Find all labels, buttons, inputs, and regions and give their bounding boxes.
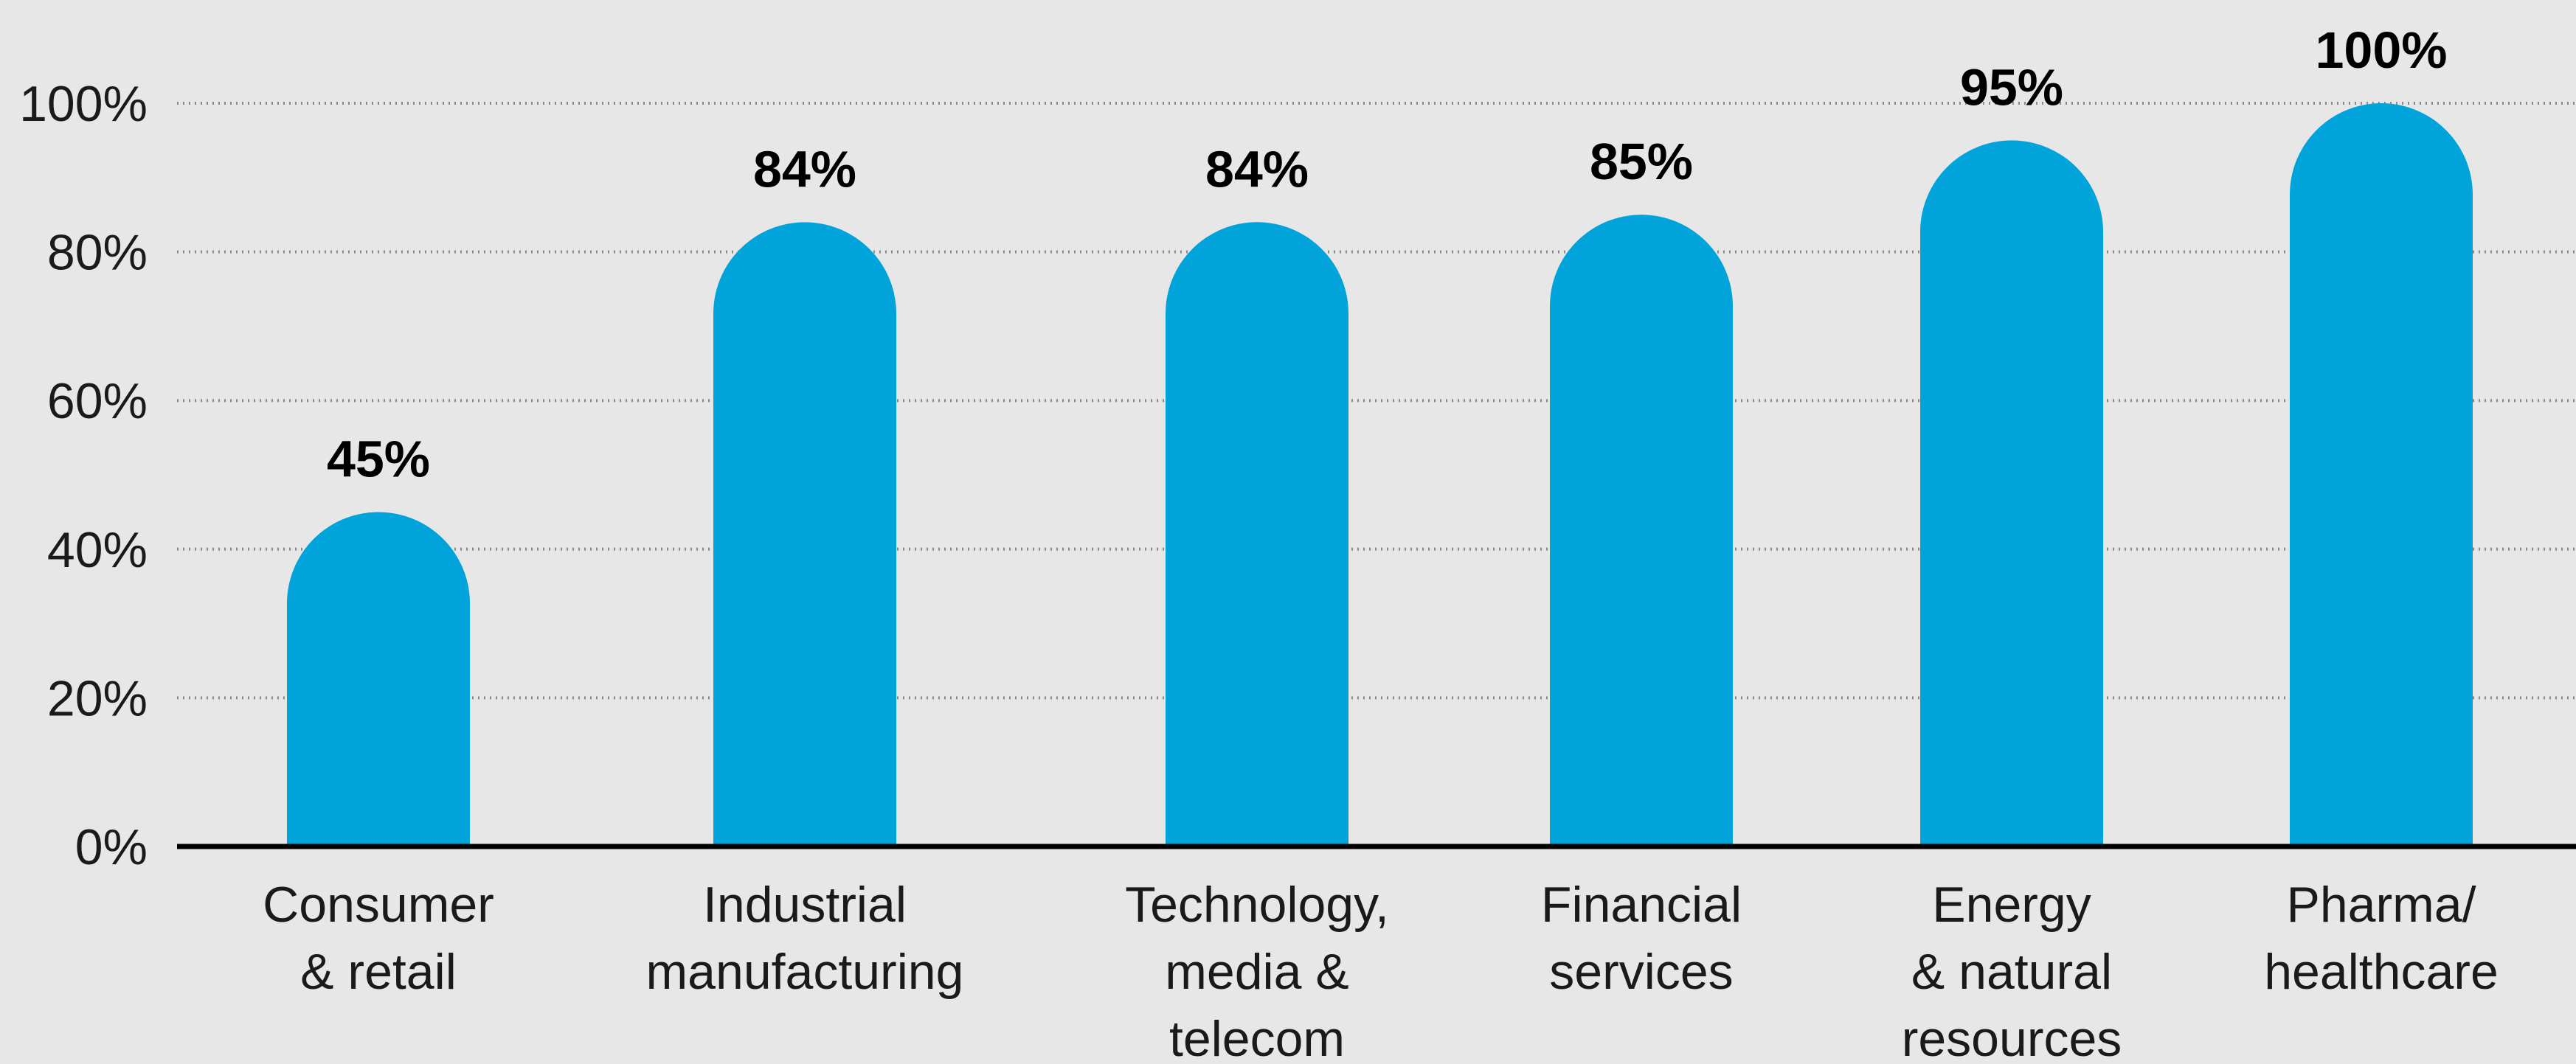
- x-tick-label-line: Pharma/: [2287, 877, 2476, 933]
- data-labels: 45% 84% 84% 85% 95% 100%: [327, 21, 2448, 487]
- x-tick-label: Pharma/healthcare: [2264, 877, 2499, 1000]
- bar: [1166, 222, 1348, 846]
- bar: [713, 222, 896, 846]
- y-tick-label: 20%: [47, 670, 148, 726]
- bar: [1550, 215, 1733, 847]
- x-tick-label-line: Technology,: [1125, 877, 1389, 933]
- x-tick-label: Energy & natural resources: [1902, 877, 2122, 1064]
- y-axis-tick-labels: 0% 20% 40% 60% 80% 100%: [19, 76, 148, 875]
- data-label: 45%: [327, 430, 430, 487]
- x-tick-label-line: Energy: [1932, 877, 2091, 933]
- x-tick-label-line: Financial: [1541, 877, 1742, 933]
- x-tick-label-line: manufacturing: [646, 944, 964, 1000]
- bar: [1920, 140, 2103, 846]
- y-tick-label: 0%: [75, 819, 148, 875]
- x-tick-label: Technology, media & telecom: [1125, 877, 1389, 1064]
- x-tick-label: Industrial manufacturing: [646, 877, 964, 1000]
- x-tick-label-line: Industrial: [703, 877, 907, 933]
- y-tick-label: 60%: [47, 373, 148, 429]
- bar: [287, 512, 470, 846]
- bars: [287, 103, 2473, 847]
- y-tick-label: 100%: [19, 76, 148, 132]
- data-label: 85%: [1590, 133, 1693, 190]
- data-label: 84%: [1205, 140, 1309, 198]
- x-tick-label-line: media &: [1165, 944, 1348, 1000]
- x-tick-label-line: resources: [1902, 1011, 2122, 1064]
- data-label: 84%: [753, 140, 856, 198]
- x-tick-label: Consumer & retail: [263, 877, 494, 1000]
- data-label: 100%: [2315, 21, 2447, 79]
- y-tick-label: 80%: [47, 225, 148, 281]
- x-tick-label-line: Consumer: [263, 877, 494, 933]
- x-tick-label: Financial services: [1541, 877, 1742, 1000]
- x-tick-label-line: services: [1549, 944, 1733, 1000]
- x-tick-label-line: & natural: [1911, 944, 2112, 1000]
- x-tick-label-line: & retail: [300, 944, 457, 1000]
- x-axis-tick-labels: Consumer & retail Industrial manufacturing T…: [263, 877, 2499, 1064]
- x-tick-label-line: healthcare: [2264, 944, 2499, 1000]
- x-tick-label-line: telecom: [1169, 1011, 1345, 1064]
- gridlines: [177, 102, 2576, 700]
- data-label: 95%: [1960, 58, 2063, 116]
- y-tick-label: 40%: [47, 522, 148, 578]
- bar: [2290, 103, 2473, 846]
